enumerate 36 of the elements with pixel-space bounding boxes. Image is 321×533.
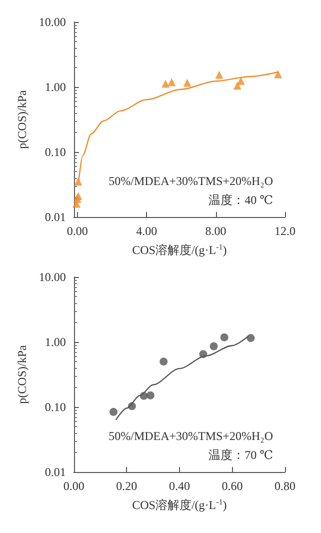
- point: [109, 408, 118, 416]
- y-tick-label: 10.00: [38, 15, 66, 29]
- x-tick-label: 0.80: [274, 479, 296, 493]
- y-tick-label: 0.10: [44, 145, 66, 159]
- x-tick-label: 0.60: [222, 479, 243, 493]
- point: [210, 342, 218, 350]
- y-axis-title: p(COS)/kPa: [15, 344, 29, 404]
- x-tick-label: 0.20: [116, 479, 138, 493]
- y-tick-label: 0.10: [44, 400, 66, 414]
- x-tick-label: 12.0: [274, 224, 296, 238]
- x-tick-label: 0.40: [168, 479, 190, 493]
- x-tick-label: 4.00: [136, 224, 158, 238]
- x-tick-label: 0.00: [63, 479, 84, 493]
- point: [215, 70, 224, 79]
- x-tick-label: 8.00: [205, 224, 226, 238]
- point: [274, 70, 282, 78]
- point: [146, 391, 154, 400]
- point: [168, 78, 176, 86]
- y-tick-label: 1.00: [44, 335, 66, 349]
- y-tick-label: 10.00: [38, 270, 66, 284]
- y-tick-label: 0.01: [44, 210, 66, 224]
- point: [162, 80, 170, 88]
- y-tick-label: 1.00: [44, 80, 66, 94]
- point: [183, 78, 192, 87]
- annotation: 50%/MDEA+30%TMS+20%H₂O: [108, 174, 274, 188]
- annotation: 50%/MDEA+30%TMS+20%H₂O: [108, 429, 274, 443]
- annotation: 温度：40 ℃: [208, 193, 274, 207]
- y-tick-label: 0.01: [44, 465, 66, 479]
- y-axis-title: p(COS)/kPa: [15, 89, 29, 149]
- annotation: 温度：70 ℃: [208, 448, 274, 462]
- point: [74, 178, 82, 186]
- point: [220, 333, 228, 342]
- x-tick-label: 0.00: [66, 224, 88, 238]
- point: [160, 358, 168, 366]
- point: [246, 334, 255, 342]
- point: [72, 200, 80, 208]
